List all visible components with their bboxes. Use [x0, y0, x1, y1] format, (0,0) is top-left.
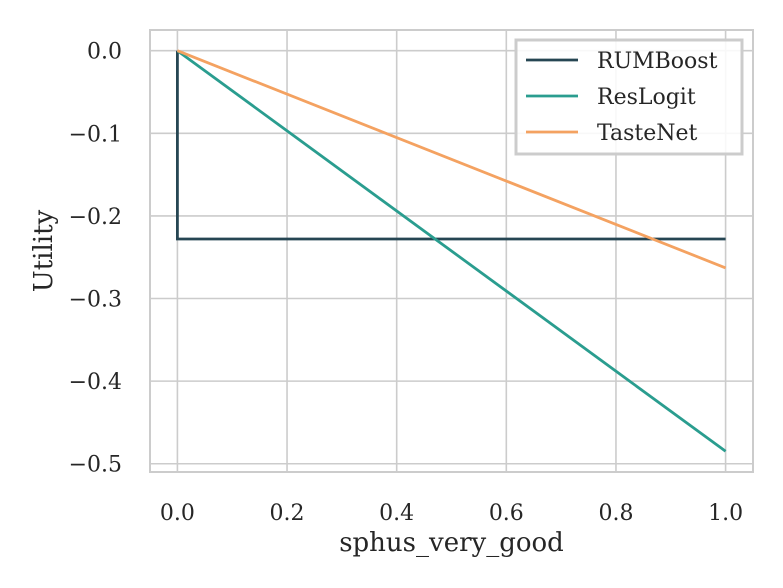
- x-tick-label: 0.6: [489, 501, 524, 526]
- series-line-rumboost: [175, 50, 726, 241]
- series-line-reslogit: [176, 49, 727, 453]
- y-tick-label: −0.2: [69, 205, 122, 230]
- plot-frame: [149, 29, 754, 473]
- x-tick-label: 0.4: [379, 501, 414, 526]
- legend-label: RUMBoost: [597, 49, 718, 74]
- y-axis-title: Utility: [29, 209, 59, 292]
- x-tick-label: 0.8: [598, 501, 633, 526]
- y-axis-ticks: 0.0 −0.1 −0.2 −0.3 −0.4 −0.5: [69, 40, 122, 478]
- series-layer: [175, 49, 727, 453]
- x-axis-ticks: 0.0 0.2 0.4 0.6 0.8 1.0: [160, 501, 743, 526]
- legend: RUMBoost ResLogit TasteNet: [514, 38, 744, 156]
- series-line-tastenet: [176, 49, 727, 270]
- x-axis-title: sphus_very_good: [339, 528, 564, 558]
- legend-label: TasteNet: [597, 121, 698, 146]
- y-tick-label: −0.4: [69, 370, 122, 395]
- y-tick-label: −0.3: [69, 288, 122, 313]
- y-tick-label: −0.1: [69, 122, 122, 147]
- y-tick-label: 0.0: [87, 40, 122, 65]
- x-tick-label: 0.0: [160, 501, 195, 526]
- x-tick-label: 0.2: [270, 501, 305, 526]
- y-tick-label: −0.5: [69, 453, 122, 478]
- legend-label: ResLogit: [597, 85, 696, 110]
- x-tick-label: 1.0: [708, 501, 743, 526]
